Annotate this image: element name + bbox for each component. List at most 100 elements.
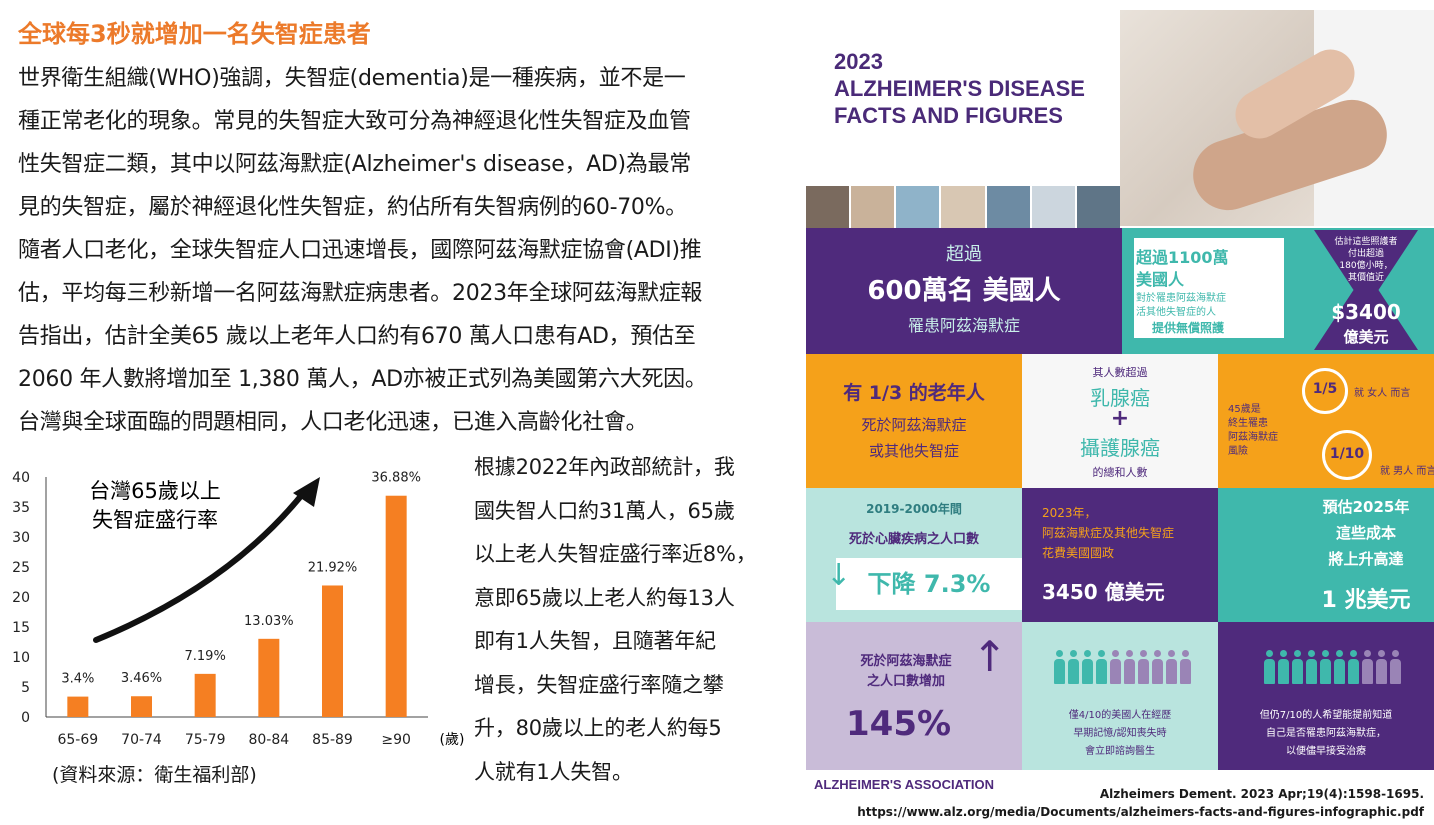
bar-data-label: 3.46% bbox=[121, 671, 162, 686]
prevalence-bar-chart: 0 5 10 15 20 25 30 35 40 3.4% 65-69 3.46% 70-74 7.19… bbox=[12, 470, 465, 748]
stat-text: 之人口數增加 bbox=[866, 674, 945, 689]
stat-text: 花費美國國政 bbox=[1042, 546, 1115, 560]
stat-cancer-comparison: 其人數超過 乳腺癌 + 攝護腺癌 的總和人數 bbox=[1022, 354, 1218, 488]
y-tick-label: 40 bbox=[12, 470, 30, 486]
person-icon bbox=[1306, 650, 1317, 684]
stat-text: 就 男人 而言 bbox=[1380, 466, 1434, 477]
stat-cost-2023: 2023年， 阿茲海默症及其他失智症 花費美國國政 3450 億美元 bbox=[1022, 488, 1218, 622]
caregiver-photo bbox=[1120, 10, 1434, 226]
stat-headline: $3400 bbox=[1331, 300, 1401, 324]
side-line: 增長，失智症盛行率隨之攀 bbox=[474, 672, 724, 697]
bar bbox=[258, 638, 280, 717]
person-icon bbox=[1320, 650, 1331, 684]
stat-text: 死於心臟疾病之人口數 bbox=[848, 532, 979, 547]
stat-headline: 有 1/3 的老年人 bbox=[843, 382, 985, 404]
photo-tile bbox=[1031, 186, 1075, 228]
y-tick-label: 15 bbox=[12, 620, 30, 636]
stat-text: 2023年， bbox=[1042, 506, 1097, 520]
bar-data-label: 21.92% bbox=[308, 560, 358, 575]
x-tick-label: 65-69 bbox=[57, 732, 98, 748]
side-line: 升，80歲以上的老人約每5 bbox=[474, 716, 722, 740]
stat-want-to-know: 但仍7/10的人希望能提前知道 自己是否罹患阿茲海默症， 以便儘早接受治療 bbox=[1218, 622, 1434, 770]
citation-url[interactable]: https://www.alz.org/media/Documents/alzh… bbox=[857, 805, 1424, 819]
stat-text: 超過 bbox=[946, 244, 982, 265]
bar-data-label: 36.88% bbox=[371, 471, 421, 486]
stat-age45-risk: 45歲是 終生罹患 阿茲海默症 風險 1/5 就 女人 而言 1/10 就 男人… bbox=[1218, 354, 1434, 488]
side-line: 意即65歲以上老人約每13人 bbox=[474, 585, 735, 610]
y-tick-label: 25 bbox=[12, 560, 30, 576]
stat-3400-billion: 估計這些照護者 付出超過 180億小時， 其價值近 $3400 億美元 bbox=[1302, 228, 1434, 354]
stat-text: 估計這些照護者 bbox=[1334, 237, 1398, 247]
side-line: 人就有1人失智。 bbox=[474, 759, 633, 784]
stat-text: 死於阿茲海默症 bbox=[860, 654, 952, 669]
side-line: 國失智人口約31萬人，65歲 bbox=[474, 498, 735, 523]
stat-text: 阿茲海默症及其他失智症 bbox=[1042, 526, 1175, 540]
trend-arrow-icon bbox=[93, 488, 308, 643]
caregiver-panel bbox=[1134, 238, 1284, 338]
stat-text: 自己是否罹患阿茲海默症， bbox=[1266, 728, 1386, 739]
person-icon bbox=[1376, 650, 1387, 684]
paragraph-line: 隨者人口老化，全球失智症人口迅速增長，國際阿茲海默症協會(ADI)推 bbox=[18, 238, 702, 263]
paragraph-line: 告指出，估計全美65 歲以上老年人口約有670 萬人口患有AD，預估至 bbox=[18, 324, 696, 349]
stat-text: 對於罹患阿茲海默症 bbox=[1136, 293, 1226, 304]
stat-headline: 下降 7.3% bbox=[836, 558, 1022, 610]
bar bbox=[385, 495, 407, 717]
alzheimers-association-logo: ALZHEIMER'S ASSOCIATION bbox=[814, 777, 995, 792]
stat-text: 付出超過 bbox=[1347, 249, 1384, 259]
stat-text: 這些成本 bbox=[1335, 524, 1396, 542]
person-icon bbox=[1166, 650, 1177, 684]
up-arrow-icon: ↑ bbox=[972, 632, 1008, 681]
person-icon bbox=[1292, 650, 1303, 684]
trend-arrow-head-icon bbox=[293, 477, 320, 507]
stat-text: 死於阿茲海默症 bbox=[861, 416, 967, 434]
y-tick-label: 5 bbox=[21, 680, 30, 696]
person-icon bbox=[1138, 650, 1149, 684]
y-tick-label: 10 bbox=[12, 650, 30, 666]
y-tick-label: 0 bbox=[21, 710, 30, 726]
stat-text: 45歲是 bbox=[1228, 404, 1261, 415]
stat-text: 風險 bbox=[1228, 446, 1248, 457]
side-line: 以上老人失智症盛行率近8%， bbox=[474, 542, 757, 566]
bar-data-label: 13.03% bbox=[244, 614, 294, 629]
stat-headline: 1/10 bbox=[1329, 446, 1365, 462]
stat-text: 其人數超過 bbox=[1092, 366, 1148, 379]
stat-text: 預估2025年 bbox=[1322, 498, 1410, 516]
person-icon bbox=[1096, 650, 1107, 684]
paragraph-line: 台灣與全球面臨的問題相同，人口老化迅速，已進入高齡化社會。 bbox=[18, 410, 648, 435]
article-paragraph: 世界衛生組織(WHO)強調，失智症(dementia)是一種疾病，並不是一 種正… bbox=[18, 64, 808, 451]
stat-text: 僅4/10的美國人在經歷 bbox=[1068, 710, 1172, 721]
person-icon bbox=[1082, 650, 1093, 684]
stat-consult-doctor: 僅4/10的美國人在經歷 早期記憶/認知喪失時 會立即諮詢醫生 bbox=[1022, 622, 1218, 770]
paragraph-line: 見的失智症，屬於神經退化性失智症，約佔所有失智病例的60-70%。 bbox=[18, 195, 687, 220]
person-icon bbox=[1124, 650, 1135, 684]
x-axis-unit: (歲) bbox=[440, 732, 465, 748]
side-line: 根據2022年內政部統計，我 bbox=[474, 455, 735, 479]
stat-headline: 乳腺癌 bbox=[1090, 386, 1150, 410]
stat-text: 提供無償照護 bbox=[1152, 321, 1225, 335]
stat-11m-caregivers: 超過1100萬 美國人 對於罹患阿茲海默症 活其他失智症的人 提供無償照護 bbox=[1122, 228, 1302, 354]
x-tick-label: 75-79 bbox=[185, 732, 226, 748]
photo-tile bbox=[896, 186, 940, 228]
stat-headline: 145% bbox=[846, 704, 952, 744]
person-icon bbox=[1068, 650, 1079, 684]
photo-tile bbox=[986, 186, 1030, 228]
chart-source-note: (資料來源：衛生福利部) bbox=[52, 764, 257, 786]
y-tick-label: 30 bbox=[12, 530, 30, 546]
infographic-title-line: FACTS AND FIGURES bbox=[834, 103, 1063, 128]
person-icon bbox=[1054, 650, 1065, 684]
stat-text: 活其他失智症的人 bbox=[1136, 307, 1216, 318]
stat-headline: 1 兆美元 bbox=[1321, 588, 1411, 613]
bar bbox=[131, 696, 152, 717]
infographic-title-line: ALZHEIMER'S DISEASE bbox=[834, 76, 1085, 101]
stat-headline: 美國人 bbox=[1136, 270, 1185, 289]
chart-title-line-1: 台灣65歲以上 bbox=[89, 479, 221, 503]
x-tick-label: 80-84 bbox=[248, 732, 289, 748]
bar-data-label: 3.4% bbox=[61, 672, 94, 687]
person-icon bbox=[1278, 650, 1289, 684]
down-arrow-icon: ↓ bbox=[826, 558, 852, 593]
photo-tile bbox=[941, 186, 985, 228]
chart-title-line-2: 失智症盛行率 bbox=[92, 508, 218, 532]
bar bbox=[322, 585, 343, 717]
stat-text: 180億小時， bbox=[1339, 261, 1393, 271]
stat-headline: 3450 億美元 bbox=[1042, 580, 1165, 604]
